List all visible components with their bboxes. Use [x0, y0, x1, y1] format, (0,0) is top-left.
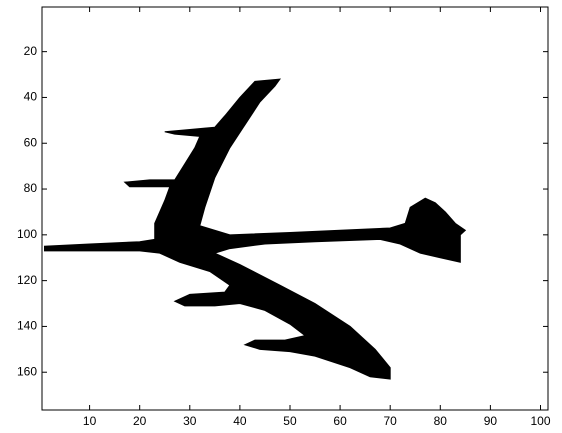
chart: 10 20 30 40 50 60 70 80 90 100 20 40 60 80 100 120 140 16… — [0, 0, 562, 433]
y-tick-label: 40 — [24, 90, 38, 104]
x-tick-label: 100 — [530, 414, 550, 428]
x-tick-label: 40 — [233, 414, 247, 428]
y-tick-label: 100 — [17, 227, 37, 241]
y-tick-label: 120 — [17, 273, 37, 287]
y-tick-label: 140 — [17, 319, 37, 333]
y-tick-label: 160 — [17, 364, 37, 378]
x-tick-label: 90 — [484, 414, 498, 428]
x-tick-label: 20 — [133, 414, 147, 428]
y-tick-label: 20 — [24, 44, 38, 58]
x-tick-label: 60 — [333, 414, 347, 428]
y-tick-label: 60 — [24, 135, 38, 149]
y-tick-label: 80 — [24, 181, 38, 195]
x-tick-label: 30 — [183, 414, 197, 428]
x-tick-label: 10 — [83, 414, 97, 428]
background — [0, 0, 562, 433]
x-tick-label: 80 — [434, 414, 448, 428]
x-tick-label: 70 — [384, 414, 398, 428]
x-tick-label: 50 — [283, 414, 297, 428]
page: 10 20 30 40 50 60 70 80 90 100 20 40 60 80 100 120 140 16… — [0, 0, 562, 433]
